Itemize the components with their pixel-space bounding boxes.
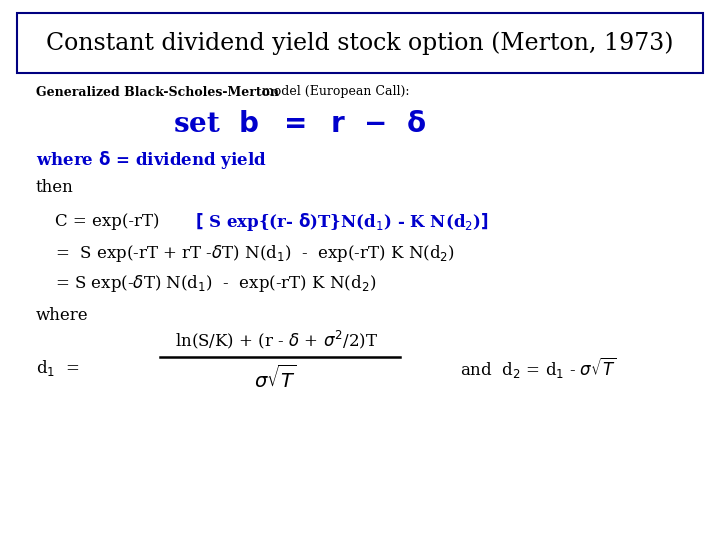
- Text: C = exp(-rT): C = exp(-rT): [55, 213, 160, 231]
- Text: model (European Call):: model (European Call):: [258, 85, 410, 98]
- Text: where $\bf{\delta}$ = dividend yield: where $\bf{\delta}$ = dividend yield: [36, 149, 267, 171]
- Text: $\sigma\sqrt{T}$: $\sigma\sqrt{T}$: [253, 364, 297, 391]
- Text: then: then: [36, 179, 73, 195]
- Text: Constant dividend yield stock option (Merton, 1973): Constant dividend yield stock option (Me…: [46, 31, 674, 55]
- Text: Generalized Black-Scholes-Merton: Generalized Black-Scholes-Merton: [36, 85, 279, 98]
- Text: = S exp(-$\delta$T) N(d$_1$)  -  exp(-rT) K N(d$_2$): = S exp(-$\delta$T) N(d$_1$) - exp(-rT) …: [55, 273, 377, 294]
- Text: d$_1$  =: d$_1$ =: [36, 358, 79, 378]
- Text: $\bf{[}$ S exp{(r- $\bf{\delta}$)T}N(d$_1$) - K N(d$_2$)$\bf{]}$: $\bf{[}$ S exp{(r- $\bf{\delta}$)T}N(d$_…: [195, 211, 489, 233]
- Text: set  $\bf{b}$  $\bf{=}$  $\bf{r}$  $\bf{-}$  $\bf{\delta}$: set $\bf{b}$ $\bf{=}$ $\bf{r}$ $\bf{-}$ …: [174, 111, 427, 138]
- Text: where: where: [36, 307, 89, 323]
- Text: and  d$_2$ = d$_1$ - $\sigma\sqrt{T}$: and d$_2$ = d$_1$ - $\sigma\sqrt{T}$: [460, 355, 616, 381]
- Text: ln(S/K) + (r - $\delta$ + $\sigma^2$/2)T: ln(S/K) + (r - $\delta$ + $\sigma^2$/2)T: [175, 329, 378, 351]
- Text: =  S exp(-rT + rT -$\delta$T) N(d$_1$)  -  exp(-rT) K N(d$_2$): = S exp(-rT + rT -$\delta$T) N(d$_1$) - …: [55, 242, 455, 264]
- FancyBboxPatch shape: [17, 13, 703, 73]
